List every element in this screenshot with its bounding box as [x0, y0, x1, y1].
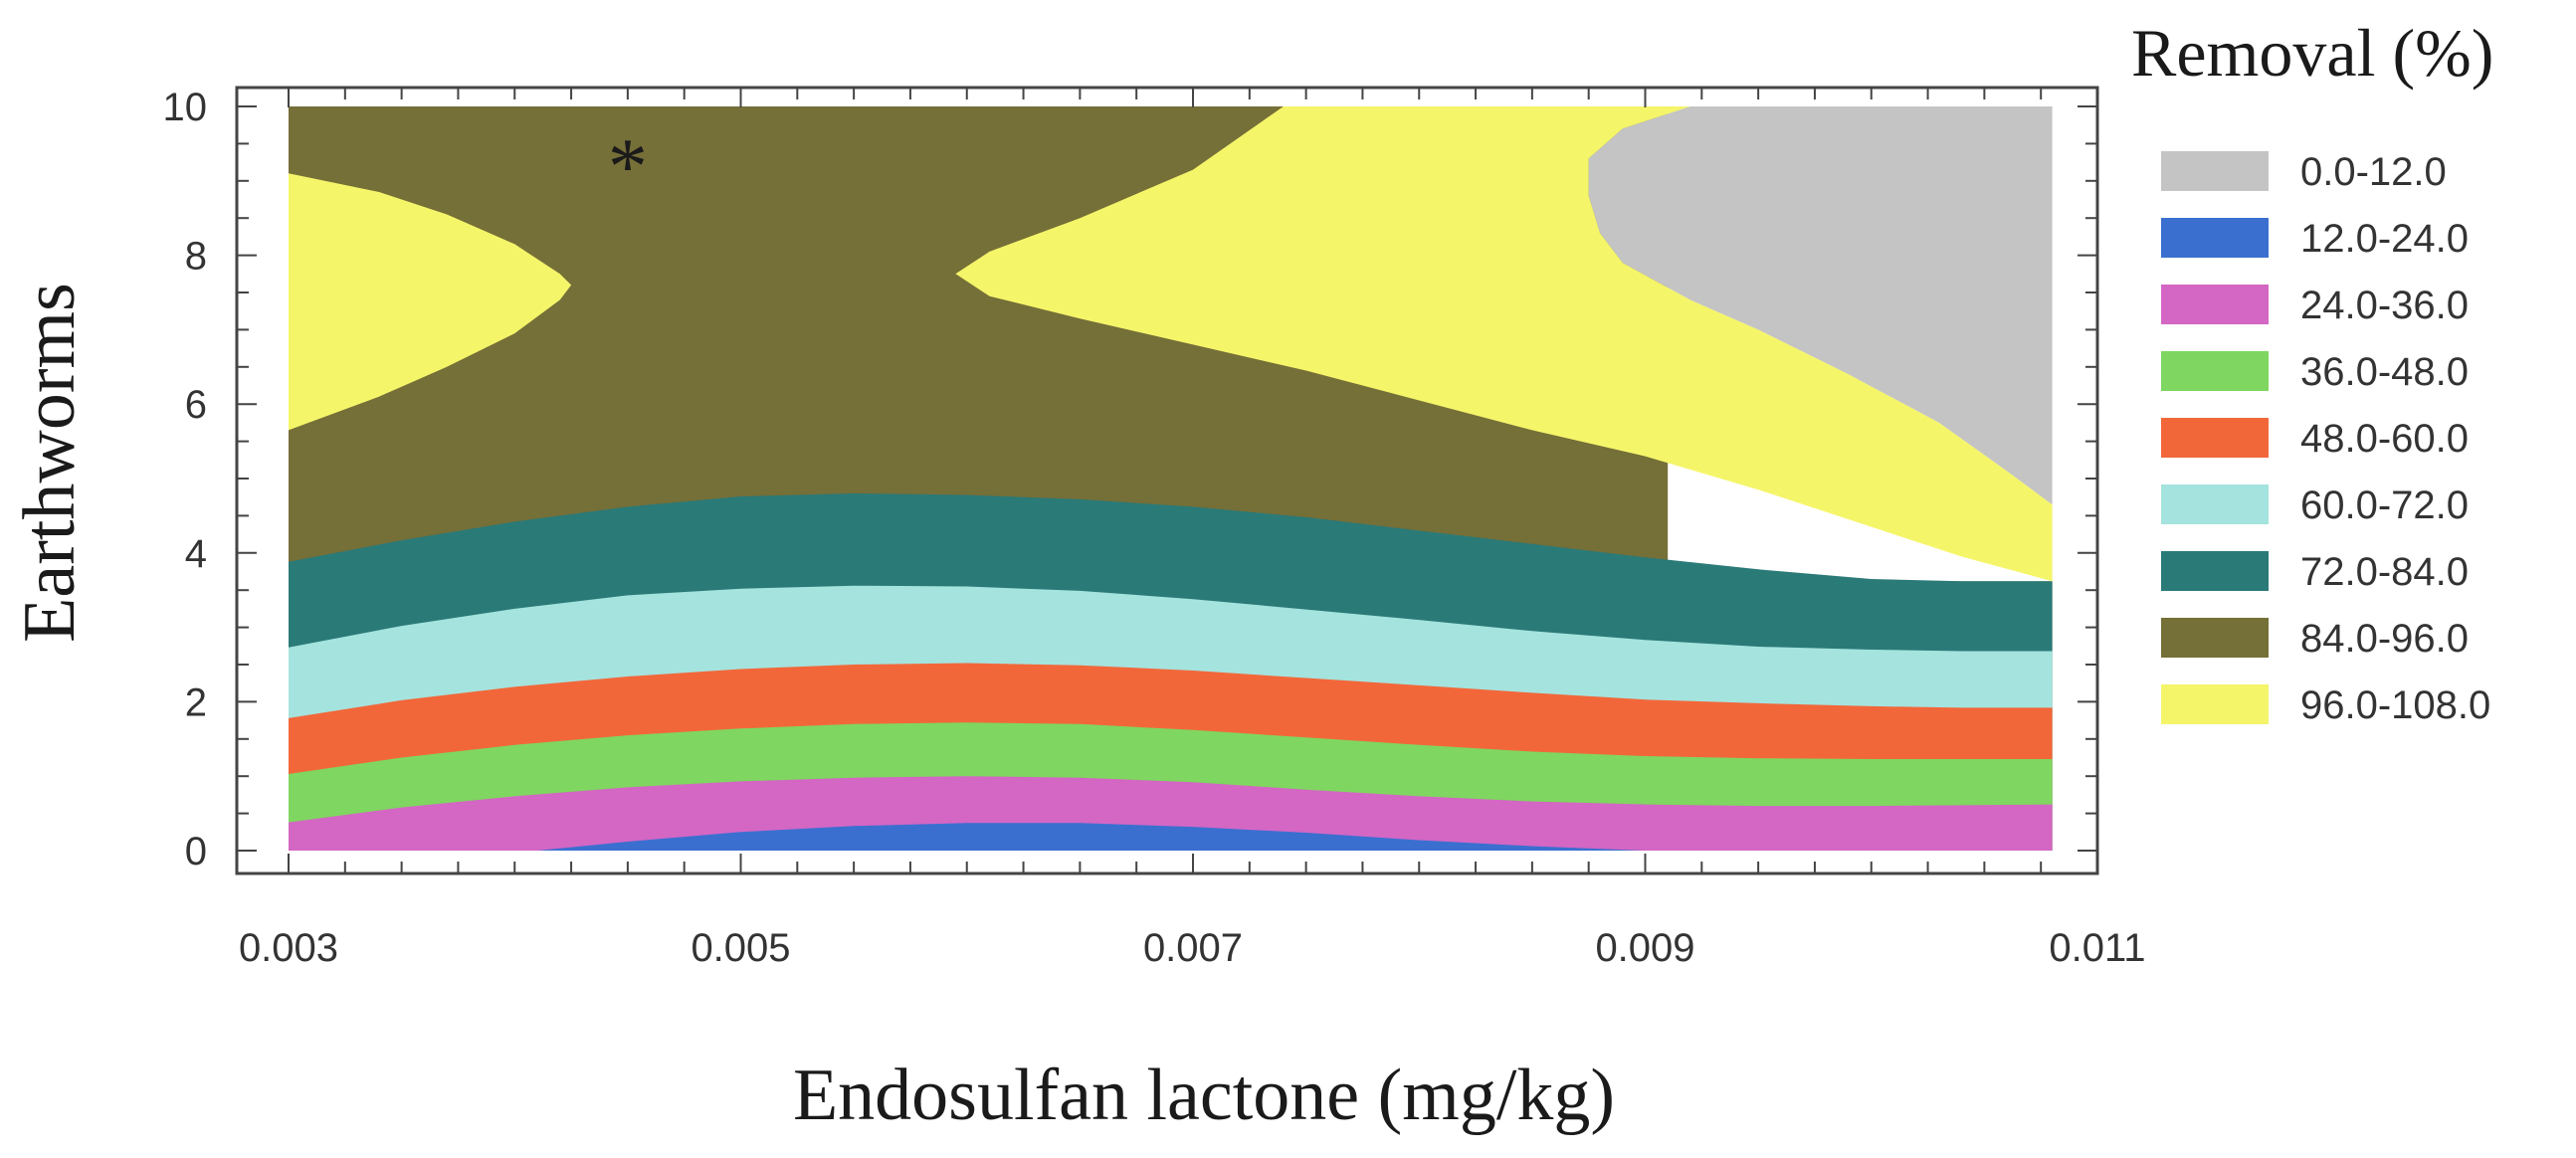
legend-label: 60.0-72.0 [2300, 483, 2469, 527]
contour-region-96.0-108.0 [289, 173, 572, 431]
y-tick-label: 0 [185, 830, 207, 873]
y-axis-label: Earthworms [9, 283, 91, 643]
y-tick-label: 4 [185, 532, 207, 576]
contour-region-12.0-24.0 [537, 823, 1646, 851]
legend-swatch [2161, 351, 2269, 391]
legend-label: 48.0-60.0 [2300, 417, 2469, 461]
axis-ticks [237, 88, 2098, 873]
optimum-marker: * [608, 123, 648, 211]
legend-swatch [2161, 285, 2269, 324]
legend-label: 84.0-96.0 [2300, 617, 2469, 661]
legend-swatch [2161, 151, 2269, 191]
x-tick-label: 0.005 [691, 926, 790, 970]
contour-region-0.0-12.0 [1588, 106, 2053, 505]
x-tick-label: 0.003 [239, 926, 338, 970]
legend-swatch [2161, 484, 2269, 524]
contour-regions [289, 106, 2053, 851]
y-tick-label: 2 [185, 680, 207, 724]
legend-label: 36.0-48.0 [2300, 350, 2469, 394]
legend-swatch [2161, 618, 2269, 658]
contour-region-24.0-36.0 [289, 776, 2053, 851]
contour-region-96.0-108.0 [955, 106, 2053, 582]
legend-swatch [2161, 218, 2269, 258]
x-tick-label: 0.011 [2049, 926, 2145, 970]
x-axis-label: Endosulfan lactone (mg/kg) [793, 1055, 1615, 1136]
x-tick-label: 0.009 [1595, 926, 1694, 970]
legend-title: Removal (%) [2131, 15, 2493, 91]
legend-label: 96.0-108.0 [2300, 683, 2490, 727]
legend-swatch [2161, 684, 2269, 724]
legend-label: 24.0-36.0 [2300, 284, 2469, 327]
y-tick-label: 10 [163, 86, 208, 129]
legend-label: 0.0-12.0 [2300, 150, 2447, 194]
y-tick-label: 8 [185, 235, 207, 279]
x-tick-label: 0.007 [1143, 926, 1243, 970]
legend-label: 72.0-84.0 [2300, 550, 2469, 594]
plot-frame [235, 86, 2099, 875]
y-tick-label: 6 [185, 383, 207, 427]
legend-swatch [2161, 418, 2269, 458]
legend-label: 12.0-24.0 [2300, 217, 2469, 261]
tick-labels: 0 2 4 6 8 10 0.003 0.005 0.007 0.009 0.011 [163, 86, 2146, 970]
legend-swatch [2161, 551, 2269, 591]
legend: 0.0-12.0 12.0-24.0 24.0-36.0 36.0-48.0 48.0-… [2161, 150, 2490, 727]
